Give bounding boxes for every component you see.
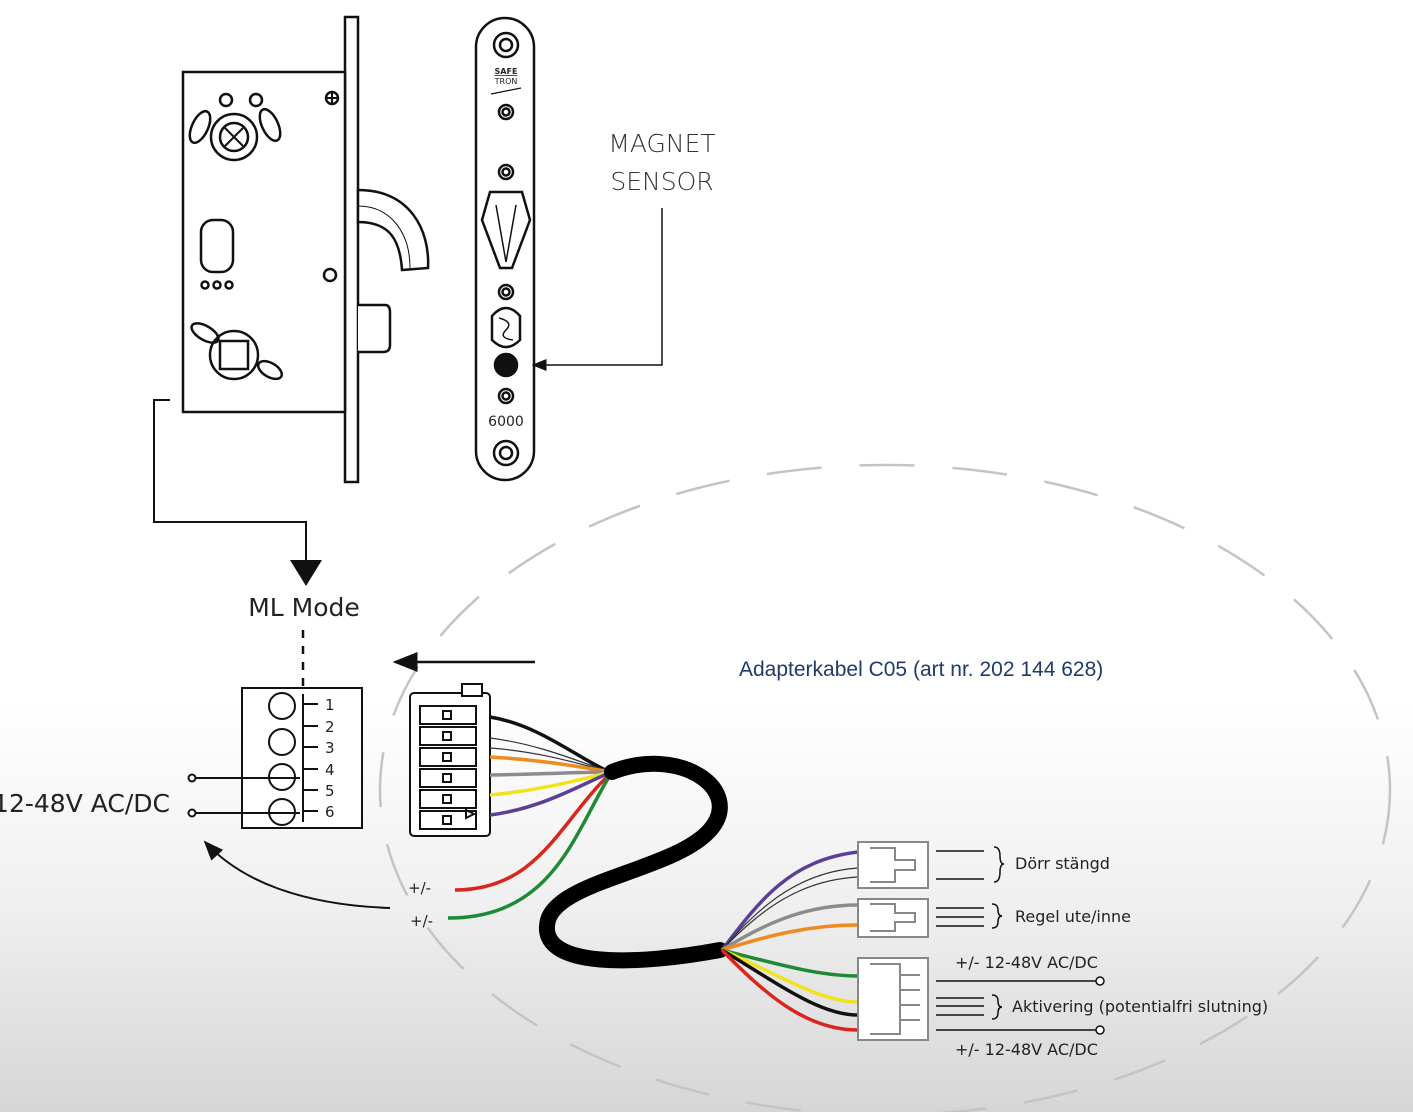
adapter-cable-label: Adapterkabel C05 (art nr. 202 144 628) — [739, 658, 1103, 681]
strike-model: 6000 — [488, 414, 524, 430]
mlmode-arrowhead — [290, 560, 322, 586]
wire-polarity-red: +/- — [408, 879, 431, 897]
supply-return-arrow — [203, 840, 391, 909]
magnet-sensor-label-1: MAGNET — [608, 129, 715, 158]
terminal-5: 5 — [325, 782, 335, 800]
plug-wires — [447, 715, 614, 920]
lock-body — [181, 15, 430, 484]
brand-safe: SAFE — [495, 67, 518, 76]
terminal-4: 4 — [325, 761, 335, 779]
output-bolt: Regel ute/inne — [1015, 907, 1131, 926]
terminal-3: 3 — [325, 739, 335, 757]
supply-label: 12-48V AC/DC — [0, 789, 170, 818]
output-power-top: +/- 12-48V AC/DC — [955, 953, 1098, 972]
output-wires — [720, 850, 859, 1032]
ml-mode-label: ML Mode — [248, 593, 360, 622]
terminal-1: 1 — [325, 696, 335, 714]
lock-to-mlmode-leader — [153, 399, 307, 562]
output-connectors — [857, 841, 929, 1041]
detail-ellipse — [378, 463, 1392, 1112]
output-label-lines — [936, 846, 1105, 1035]
terminal-2: 2 — [325, 718, 335, 736]
connector-plug — [409, 683, 491, 837]
strike-plate — [474, 16, 536, 482]
magnet-sensor-leader — [531, 208, 663, 371]
output-activation: Aktivering (potentialfri slutning) — [1012, 997, 1268, 1016]
magnet-sensor-dot — [493, 352, 519, 378]
terminal-6: 6 — [325, 803, 335, 821]
cable-sheath — [538, 755, 728, 969]
terminal-block — [187, 687, 363, 829]
output-power-bottom: +/- 12-48V AC/DC — [955, 1040, 1098, 1059]
brand-tron: TRON — [494, 77, 518, 86]
output-door-closed: Dörr stängd — [1015, 854, 1110, 873]
magnet-sensor-label-2: SENSOR — [610, 167, 713, 196]
wire-polarity-green: +/- — [410, 912, 433, 930]
